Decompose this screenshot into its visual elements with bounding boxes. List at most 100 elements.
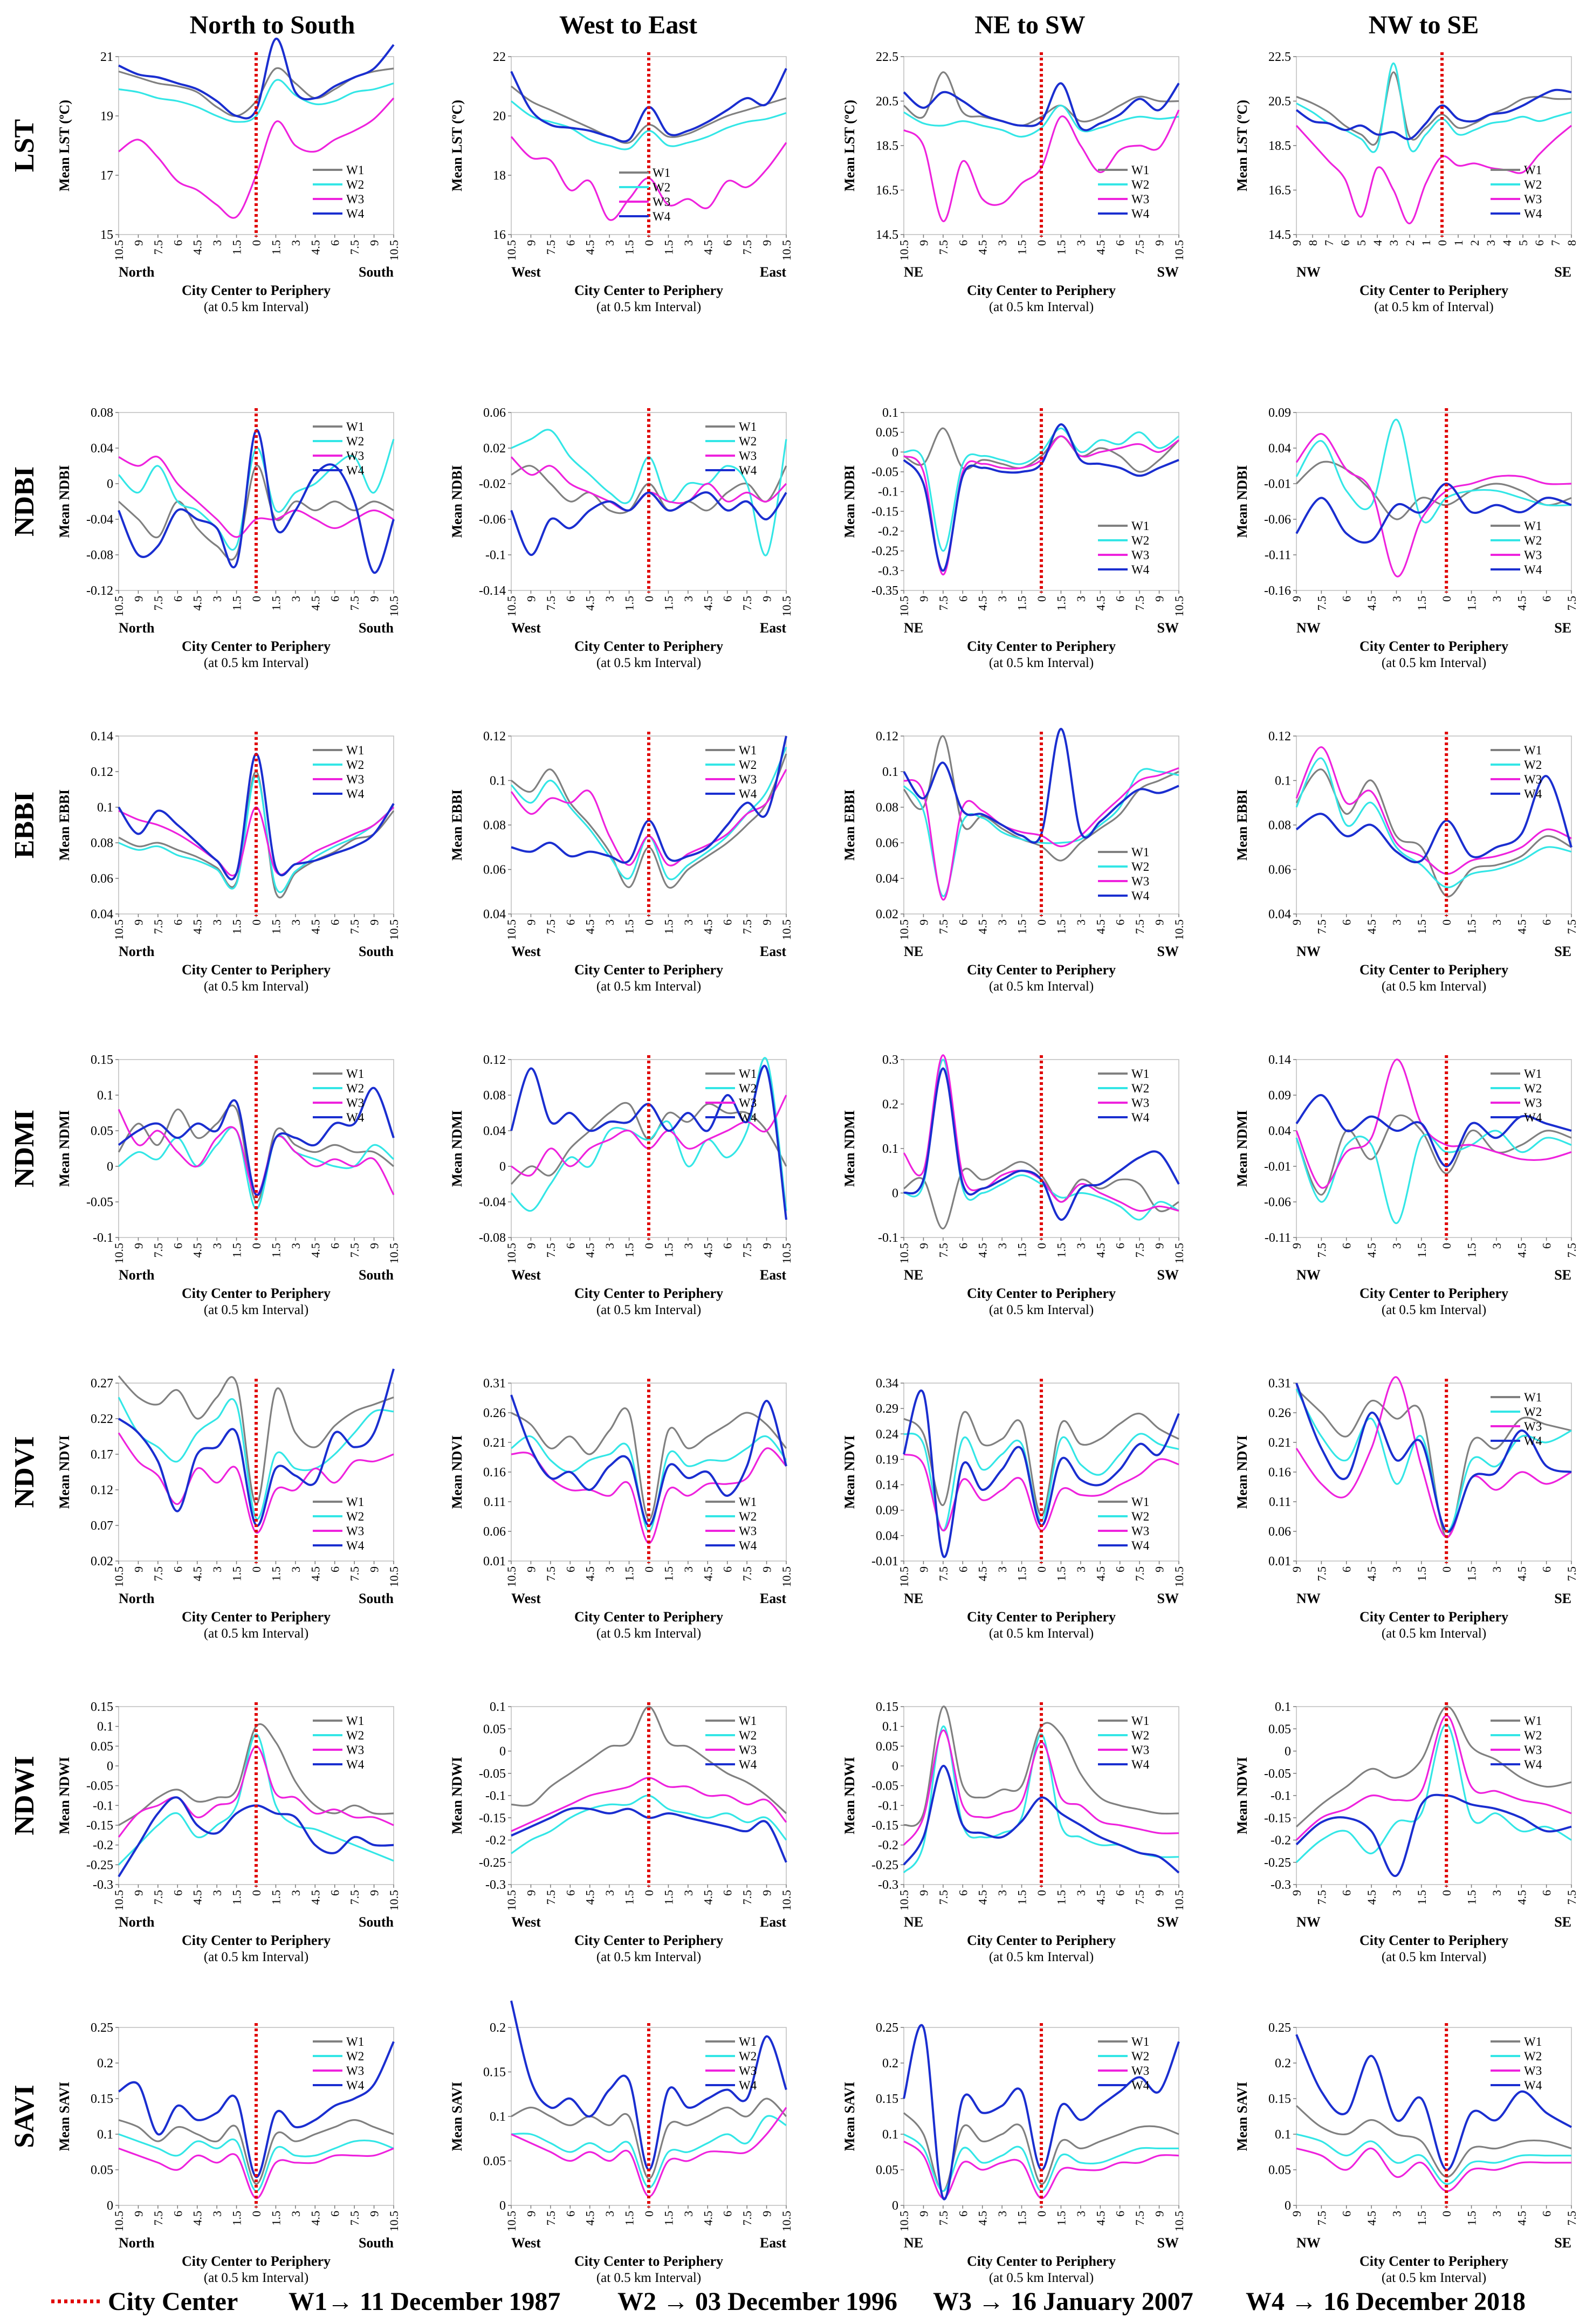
x-tick-label: 10.5 xyxy=(505,919,518,940)
x-axis-sublabel: (at 0.5 km Interval) xyxy=(204,1950,308,1964)
y-axis-label: Mean LST (ºC) xyxy=(57,100,72,191)
x-tick-label: 7.5 xyxy=(1315,596,1328,611)
x-tick-label: 3 xyxy=(995,1566,1009,1572)
legend-label-w3: W3 xyxy=(346,192,364,206)
x-tick-label: 6 xyxy=(171,1566,184,1572)
x-tick-label: 3 xyxy=(995,2211,1009,2217)
x-tick-label: 10.5 xyxy=(897,596,911,617)
panel-ndbi-north-to-south: -0.12 -0.08 -0.04 0 0.04 0.08 10.5 9 7.5 6 4.5 3 1.5… xyxy=(57,406,401,670)
x-tick-label: 3 xyxy=(682,596,695,602)
x-tick-label: 7.5 xyxy=(544,596,558,611)
y-tick-label: -0.02 xyxy=(479,477,506,491)
x-tick-label: 7.5 xyxy=(348,596,361,611)
x-tick-label: 3 xyxy=(1490,919,1503,925)
direction-start-label: NE xyxy=(904,1591,923,1606)
y-tick-label: -0.3 xyxy=(878,564,898,578)
x-tick-label: 9 xyxy=(368,1890,381,1896)
x-tick-label: 7 xyxy=(1549,240,1562,246)
x-tick-label: 6 xyxy=(956,1566,970,1572)
x-tick-label: 0 xyxy=(250,1566,263,1572)
panel-ndmi-ne-to-sw: -0.100.10.20.310.5 9 7.5 6 4.5 3 1.5 0 1.5 3 4.5 6 7… xyxy=(842,1053,1186,1317)
legend-label-w3: W3 xyxy=(1524,548,1542,562)
legend-label-w3: W3 xyxy=(739,2064,757,2078)
direction-end-label: SE xyxy=(1554,1591,1571,1606)
x-tick-label: 4.5 xyxy=(976,1890,990,1905)
series-line-w4 xyxy=(118,1087,395,1197)
legend-label-w4: W4 xyxy=(1524,1758,1542,1771)
y-axis-label: Mean SAVI xyxy=(449,2082,465,2151)
x-tick-label: 1.5 xyxy=(662,919,675,934)
x-tick-label: 3 xyxy=(1390,1890,1403,1896)
legend-label-w3: W3 xyxy=(1524,192,1542,206)
series-line-w3 xyxy=(903,1729,1179,1846)
panel-ndwi-ne-to-sw: -0.3 -0.25 -0.2 -0.15 -0.1 -0.05 0 0.05 0.1 0.15 1… xyxy=(842,1700,1186,1964)
direction-start-label: NE xyxy=(904,1267,923,1283)
legend-label-w1: W1 xyxy=(739,1067,757,1081)
series-line-w2 xyxy=(903,105,1179,138)
x-axis-label: City Center to Periphery xyxy=(1359,638,1508,654)
legend-label-w1: W1 xyxy=(346,1714,364,1728)
y-tick-label: 0.27 xyxy=(91,1377,113,1391)
x-tick-label: 4.5 xyxy=(583,2211,597,2226)
y-tick-label: 0.12 xyxy=(1268,730,1291,744)
x-axis-sublabel: (at 0.5 km Interval) xyxy=(204,656,308,670)
x-tick-label: 6 xyxy=(171,596,184,602)
y-tick-label: 0.12 xyxy=(91,765,113,779)
series-line-w4 xyxy=(510,1065,787,1220)
y-tick-label: -0.06 xyxy=(479,513,506,527)
direction-end-label: South xyxy=(359,264,394,280)
x-tick-label: 0 xyxy=(1035,596,1048,602)
y-tick-label: 0.15 xyxy=(1268,2092,1291,2106)
y-tick-label: -0.05 xyxy=(479,1767,506,1781)
x-tick-label: 1.5 xyxy=(269,1243,283,1258)
y-tick-label: 18 xyxy=(493,169,506,183)
direction-start-label: NE xyxy=(904,944,923,959)
x-tick-label: 7.5 xyxy=(544,240,558,255)
x-tick-label: 3 xyxy=(1074,1566,1088,1572)
plot-frame xyxy=(1296,2027,1572,2206)
x-tick-label: 3 xyxy=(289,1243,303,1249)
x-axis-label: City Center to Periphery xyxy=(182,962,331,978)
row-title-ndvi: NDVI xyxy=(9,1436,40,1508)
x-tick-label: 6 xyxy=(171,1243,184,1249)
y-tick-label: 16.5 xyxy=(1268,184,1291,198)
x-tick-label: 1.5 xyxy=(230,1566,244,1582)
x-axis-label: City Center to Periphery xyxy=(182,1285,331,1301)
y-tick-label: -0.2 xyxy=(485,1834,506,1848)
x-tick-label: 6 xyxy=(721,1566,734,1572)
y-tick-label: 0.02 xyxy=(483,442,506,456)
x-tick-label: 1.5 xyxy=(623,919,636,934)
x-tick-label: 9 xyxy=(132,1243,145,1249)
x-tick-label: 6 xyxy=(721,596,734,602)
direction-end-label: South xyxy=(359,944,394,959)
series-line-w1 xyxy=(903,71,1179,127)
x-tick-label: 3 xyxy=(1490,596,1503,602)
y-tick-label: 0.1 xyxy=(490,1700,506,1714)
x-tick-label: 10.5 xyxy=(387,2211,401,2232)
direction-start-label: West xyxy=(511,944,541,959)
y-tick-label: 0.2 xyxy=(490,2021,506,2035)
x-tick-label: 4.5 xyxy=(1365,596,1378,611)
x-tick-label: 4.5 xyxy=(583,1566,597,1582)
x-axis-label: City Center to Periphery xyxy=(574,1609,723,1625)
x-axis-sublabel: (at 0.5 km Interval) xyxy=(204,979,308,994)
x-tick-label: 4 xyxy=(1371,240,1384,246)
y-tick-label: -0.04 xyxy=(479,1195,506,1209)
x-tick-label: 3 xyxy=(289,2211,303,2217)
x-axis-sublabel: (at 0.5 km Interval) xyxy=(1382,1950,1486,1964)
x-tick-label: 6 xyxy=(1114,1566,1127,1572)
legend-label-w2: W2 xyxy=(1131,1729,1149,1742)
y-tick-label: 0.25 xyxy=(876,2021,898,2035)
y-tick-label: -0.3 xyxy=(485,1878,506,1892)
y-tick-label: -0.15 xyxy=(871,1819,898,1833)
x-tick-label: 10.5 xyxy=(112,919,126,940)
x-axis-sublabel: (at 0.5 km Interval) xyxy=(596,2271,701,2285)
x-tick-label: 4.5 xyxy=(308,240,322,255)
x-tick-label: 7.5 xyxy=(740,1890,754,1905)
legend-label-w4: W4 xyxy=(1524,207,1542,221)
x-tick-label: 3 xyxy=(682,240,695,246)
x-tick-label: 7.5 xyxy=(937,2211,950,2226)
legend-label-w4: W4 xyxy=(346,787,365,801)
x-tick-label: 9 xyxy=(1153,1243,1166,1249)
x-tick-label: 4.5 xyxy=(1515,596,1528,611)
